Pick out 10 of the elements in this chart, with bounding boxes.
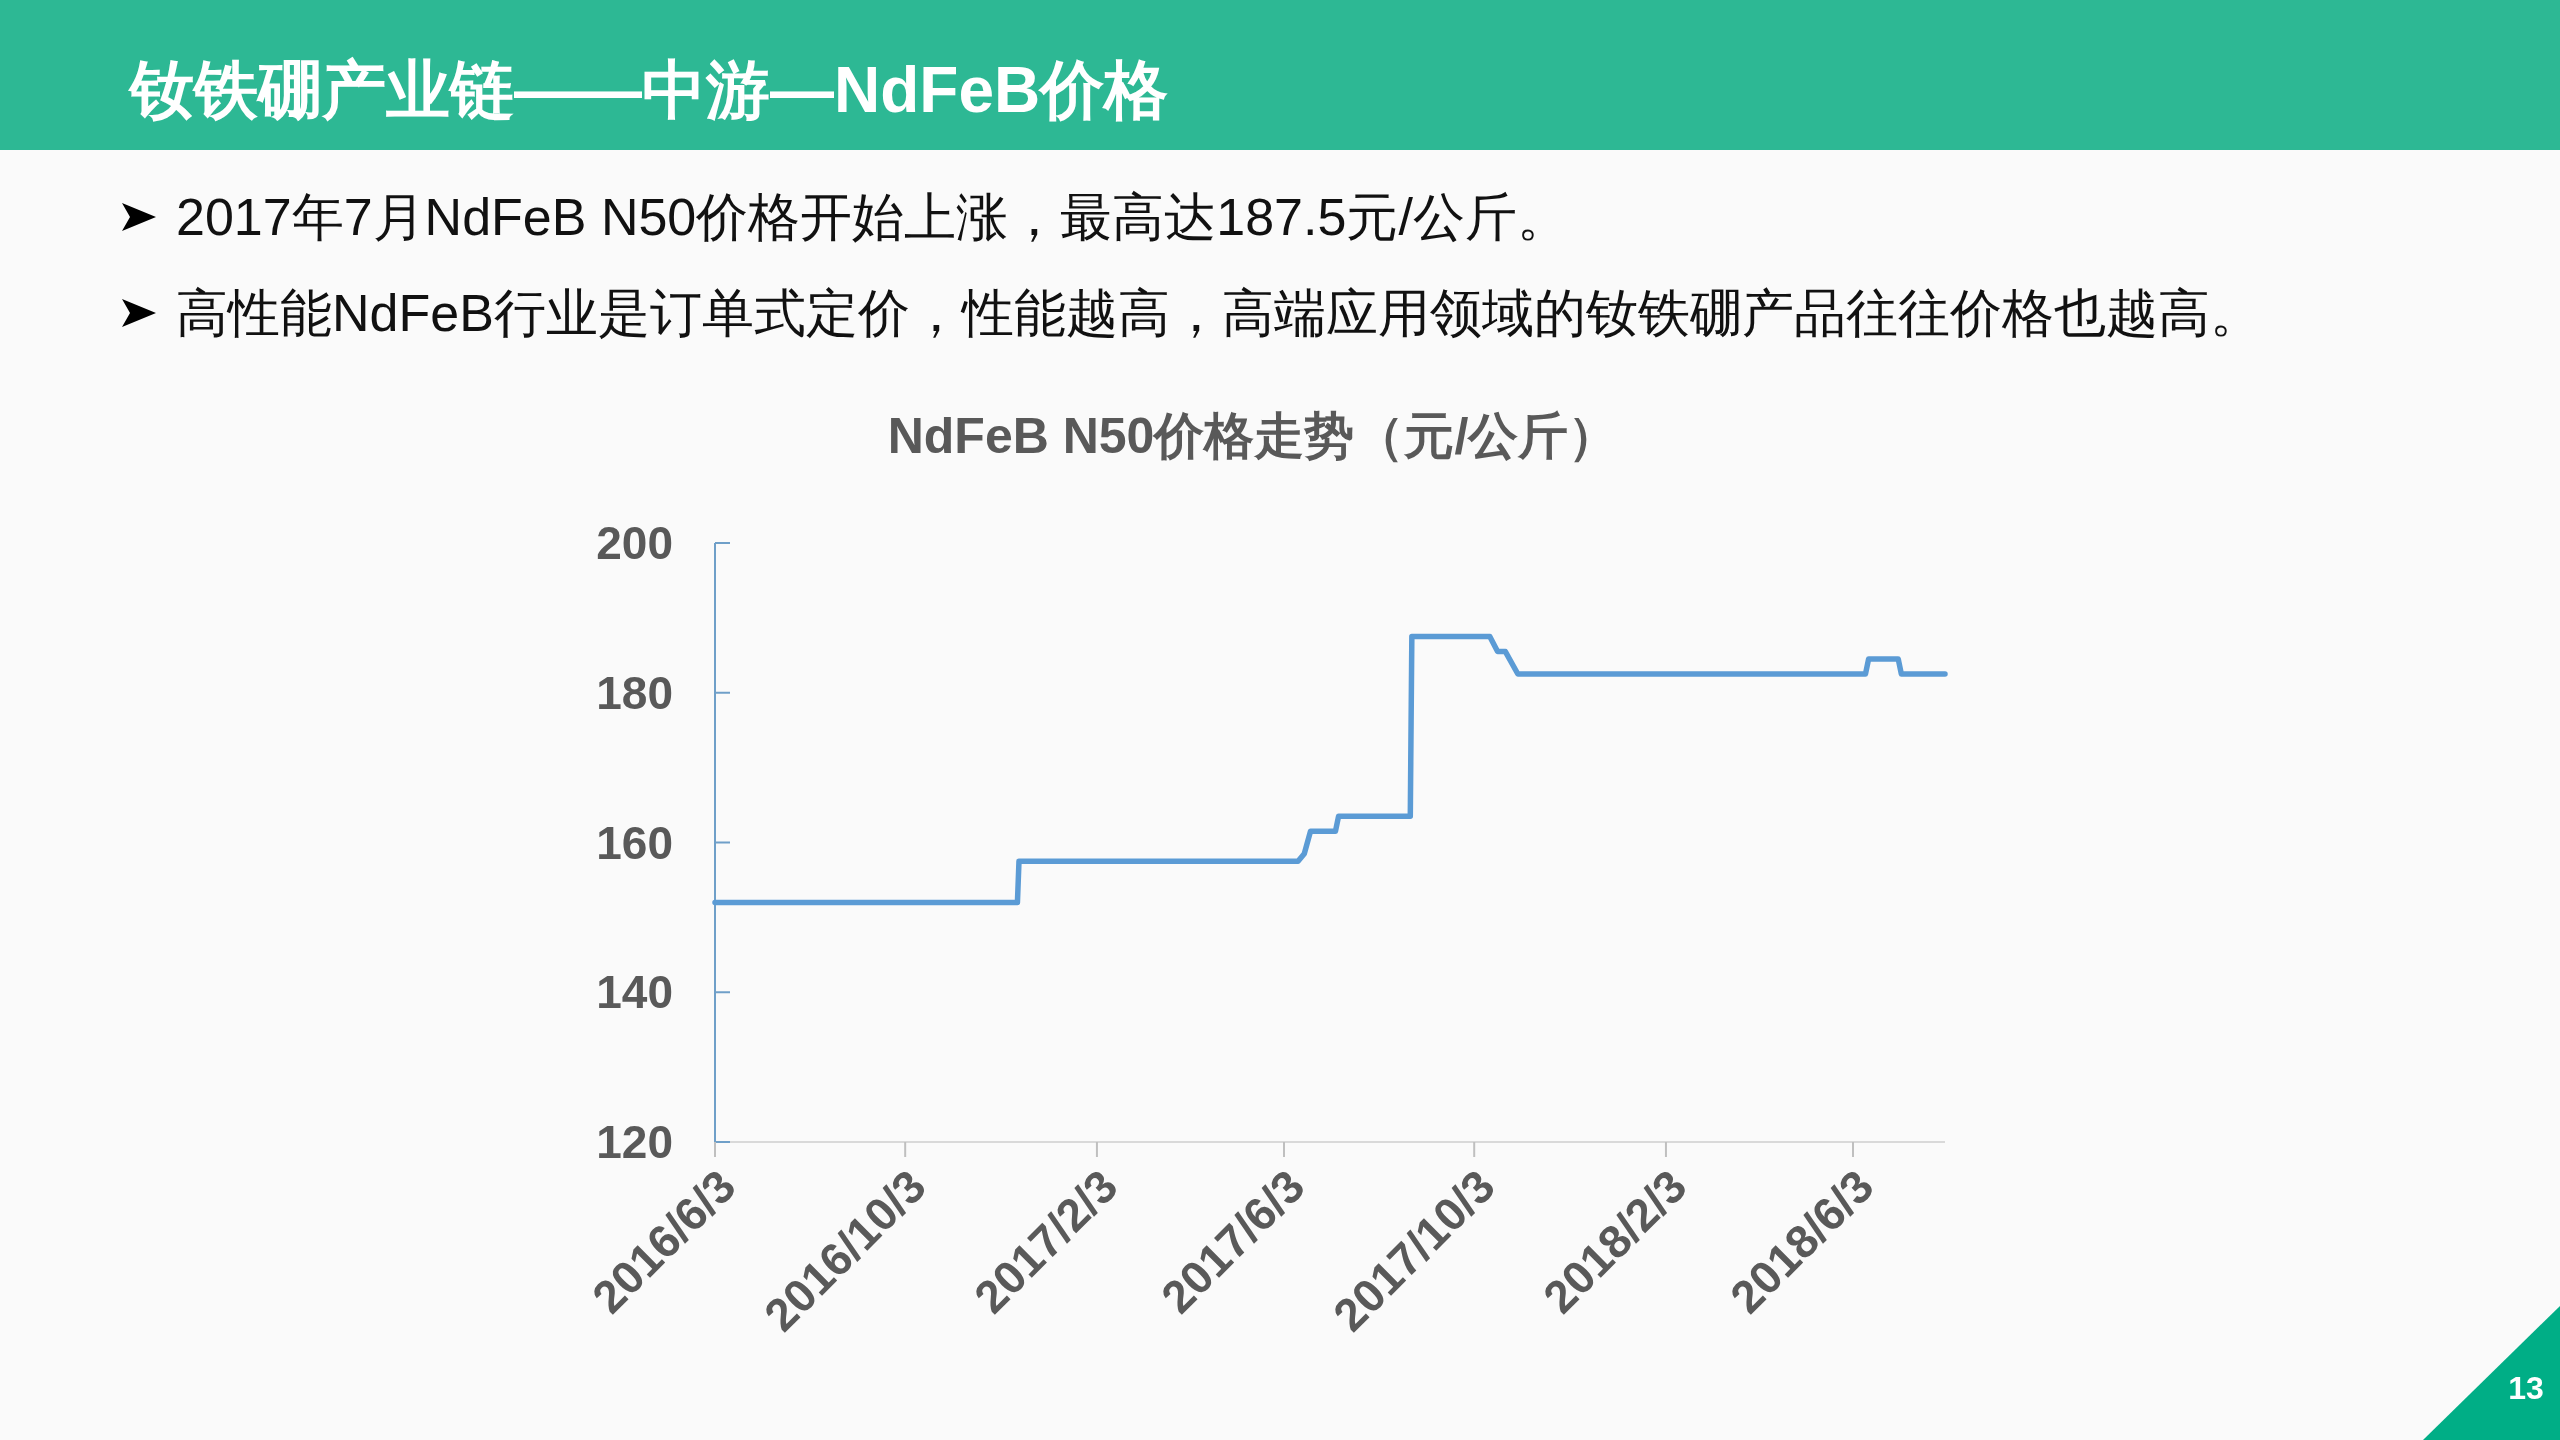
chart-subtitle: NdFeB N50价格走势（元/公斤） bbox=[887, 408, 1619, 464]
text: 高性能NdFeB行业是订单式定价，性能越高，高端应用领域的钕铁硼产品往往价格也越高。 bbox=[176, 284, 2262, 342]
chart-title: 钕铁硼产业链——中游—NdFeB价格 bbox=[127, 54, 1169, 126]
text: 13 bbox=[2508, 1370, 2544, 1406]
text: 2017年7月NdFeB N50价格开始上涨，最高达187.5元/公斤。 bbox=[176, 188, 1569, 246]
y-tick-label: 160 bbox=[596, 816, 673, 869]
y-tick-label: 140 bbox=[596, 966, 673, 1019]
y-tick-label: 200 bbox=[596, 517, 673, 569]
y-tick-label: 180 bbox=[596, 666, 673, 719]
y-tick-label: 120 bbox=[596, 1116, 673, 1168]
